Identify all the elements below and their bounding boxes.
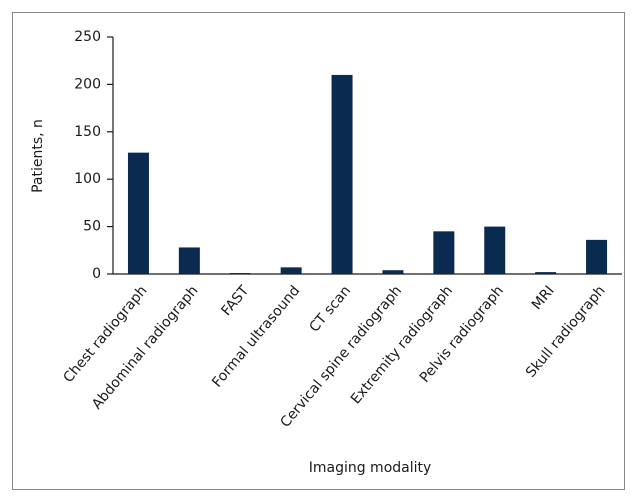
x-tick-label: FAST: [218, 283, 252, 320]
bar: [280, 267, 302, 274]
frame: [12, 12, 625, 490]
x-tick-label: MRI: [529, 283, 558, 313]
bar: [331, 74, 353, 274]
bar: [484, 226, 506, 274]
bar: [382, 270, 404, 274]
y-tick-label: 250: [74, 29, 101, 45]
bar: [229, 273, 251, 274]
bar: [586, 239, 608, 274]
y-tick-label: 150: [74, 124, 101, 140]
x-tick-label: Extremity radiograph: [348, 283, 456, 407]
y-tick-label: 50: [83, 219, 101, 235]
bar: [127, 152, 149, 274]
bar: [535, 272, 557, 274]
x-tick-label: Abdominal radiograph: [89, 283, 201, 413]
y-tick-label: 0: [92, 266, 101, 282]
x-axis-title: Imaging modality: [309, 460, 432, 476]
bar: [178, 247, 200, 274]
x-tick-label: Chest radiograph: [60, 283, 150, 386]
y-tick-label: 100: [74, 171, 101, 187]
y-axis-title: Patients, n: [30, 119, 46, 193]
bar: [433, 231, 455, 274]
x-tick-label: CT scan: [306, 283, 354, 336]
x-tick-label: Formal ultrasound: [209, 283, 303, 391]
y-tick-label: 200: [74, 76, 101, 92]
